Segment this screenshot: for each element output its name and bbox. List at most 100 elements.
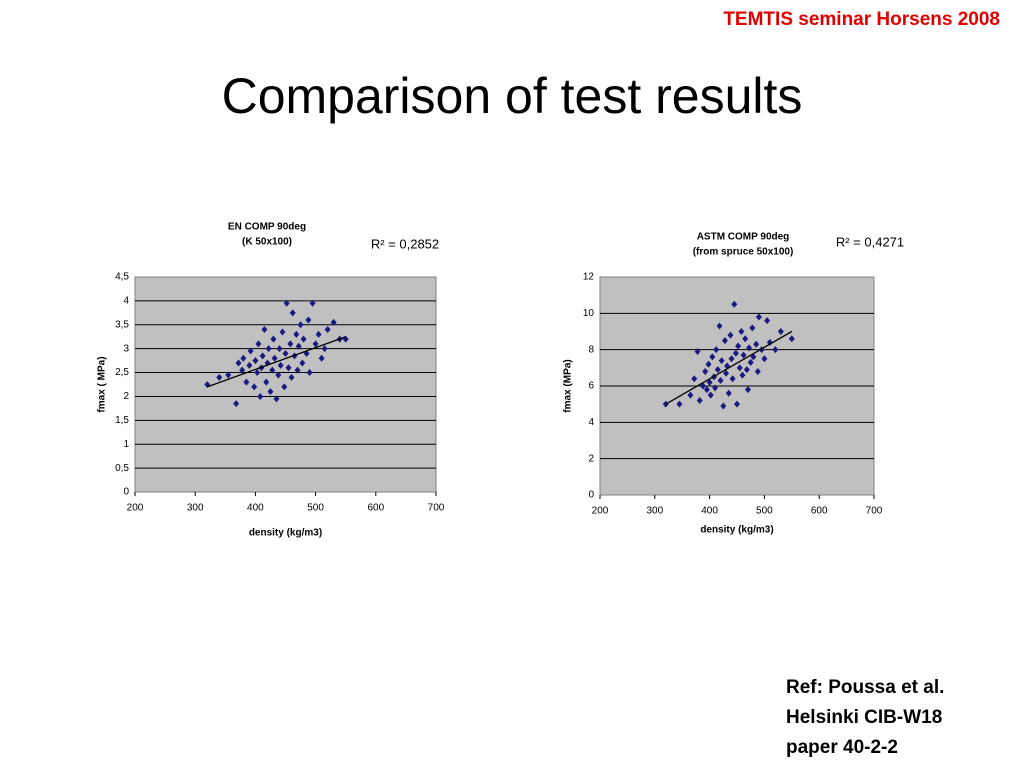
y-tick-label: 0 <box>123 487 129 498</box>
data-point <box>743 366 750 374</box>
data-point <box>777 328 784 335</box>
data-point <box>300 335 307 343</box>
y-tick-label: 8 <box>588 344 594 355</box>
data-point <box>703 386 710 394</box>
r-squared: R² = 0,2852 <box>371 236 439 251</box>
data-point <box>293 330 300 338</box>
data-point <box>772 346 779 354</box>
data-point <box>702 367 709 375</box>
x-tick-label: 200 <box>592 506 609 517</box>
data-point <box>295 342 302 350</box>
data-point <box>749 324 756 332</box>
data-point <box>281 383 288 391</box>
data-point <box>728 355 735 363</box>
data-point <box>271 354 278 362</box>
x-tick-label: 500 <box>307 503 324 514</box>
data-point <box>721 337 728 345</box>
data-point <box>729 375 736 383</box>
data-point <box>694 347 701 355</box>
data-point <box>732 349 739 357</box>
data-point <box>718 357 725 365</box>
x-tick-label: 200 <box>127 503 144 514</box>
data-point <box>761 355 768 363</box>
data-point <box>312 340 319 348</box>
data-point <box>714 366 721 374</box>
data-point <box>285 364 292 372</box>
plot-area <box>134 276 437 493</box>
data-point <box>263 378 270 386</box>
data-point <box>277 361 284 369</box>
data-point <box>243 378 250 386</box>
data-point <box>716 322 723 330</box>
slide-title: Comparison of test results <box>222 68 803 124</box>
data-point <box>269 366 276 374</box>
data-point <box>727 331 734 339</box>
data-point <box>240 354 247 362</box>
data-point <box>257 392 264 400</box>
data-point <box>216 373 223 381</box>
chart-title: ASTM COMP 90deg <box>697 232 790 243</box>
data-point <box>713 346 720 354</box>
data-point <box>289 309 296 317</box>
data-point <box>706 378 713 386</box>
data-point <box>254 369 261 377</box>
data-point <box>788 335 795 343</box>
data-point <box>755 313 762 321</box>
data-point <box>315 330 322 338</box>
data-point <box>746 344 753 352</box>
data-point <box>288 373 295 381</box>
chart-title: (K 50x100) <box>242 237 292 248</box>
data-point <box>735 342 742 350</box>
data-point <box>305 316 312 324</box>
data-point <box>233 400 240 408</box>
data-point <box>740 351 747 359</box>
data-point <box>282 349 289 357</box>
y-axis-label: fmax ( MPa) <box>97 356 108 412</box>
data-point <box>707 391 714 399</box>
x-tick-label: 300 <box>646 506 663 517</box>
data-point <box>252 357 259 365</box>
y-tick-label: 4,5 <box>115 272 129 283</box>
data-point <box>709 353 716 361</box>
data-point <box>739 371 746 379</box>
x-tick-label: 600 <box>367 503 384 514</box>
trendline <box>207 336 346 388</box>
x-tick-label: 400 <box>247 503 264 514</box>
data-point <box>723 369 730 377</box>
data-point <box>725 389 732 397</box>
y-tick-label: 4 <box>588 417 594 428</box>
data-point <box>676 400 683 408</box>
y-tick-label: 1 <box>123 439 129 450</box>
chart-title: EN COMP 90deg <box>228 222 306 233</box>
data-point <box>747 358 754 366</box>
data-point <box>766 338 773 346</box>
y-tick-label: 2 <box>588 453 594 464</box>
event-label: TEMTIS seminar Horsens 2008 <box>723 9 1000 30</box>
data-point <box>259 352 266 360</box>
x-tick-label: 700 <box>866 506 883 517</box>
y-tick-label: 6 <box>588 381 594 392</box>
x-axis-label: density (kg/m3) <box>249 528 322 539</box>
data-point <box>764 317 771 325</box>
data-point <box>734 400 740 408</box>
data-point <box>273 395 280 403</box>
data-point <box>705 360 712 368</box>
x-axis-label: density (kg/m3) <box>700 525 773 536</box>
data-point <box>265 345 272 353</box>
data-point <box>261 326 268 334</box>
data-point <box>251 383 258 391</box>
data-point <box>309 299 316 307</box>
y-tick-label: 4 <box>123 296 129 307</box>
data-point <box>294 366 301 374</box>
data-point <box>255 340 262 348</box>
y-tick-label: 12 <box>583 272 595 283</box>
data-point <box>287 340 294 348</box>
data-point <box>321 345 328 353</box>
data-point <box>235 359 242 367</box>
data-point <box>754 367 761 375</box>
y-tick-label: 1,5 <box>115 415 129 426</box>
reference-line: Helsinki CIB-W18 <box>786 707 942 728</box>
y-tick-label: 2 <box>123 391 129 402</box>
data-point <box>299 359 306 367</box>
